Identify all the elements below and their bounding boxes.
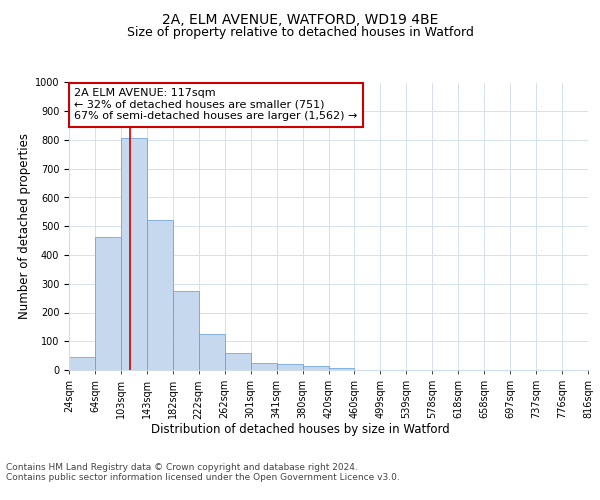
Y-axis label: Number of detached properties: Number of detached properties: [17, 133, 31, 320]
Bar: [329, 368, 355, 370]
Text: Distribution of detached houses by size in Watford: Distribution of detached houses by size …: [151, 422, 449, 436]
Text: Contains HM Land Registry data © Crown copyright and database right 2024.
Contai: Contains HM Land Registry data © Crown c…: [6, 462, 400, 482]
Bar: [277, 364, 302, 370]
Text: Size of property relative to detached houses in Watford: Size of property relative to detached ho…: [127, 26, 473, 39]
Bar: [225, 353, 251, 370]
Text: 2A, ELM AVENUE, WATFORD, WD19 4BE: 2A, ELM AVENUE, WATFORD, WD19 4BE: [162, 12, 438, 26]
Bar: [69, 357, 95, 370]
Bar: [173, 291, 199, 370]
Bar: [302, 366, 329, 370]
Bar: [147, 220, 173, 370]
Bar: [251, 363, 277, 370]
Text: 2A ELM AVENUE: 117sqm
← 32% of detached houses are smaller (751)
67% of semi-det: 2A ELM AVENUE: 117sqm ← 32% of detached …: [74, 88, 358, 122]
Bar: [121, 138, 147, 370]
Bar: [95, 237, 121, 370]
Bar: [199, 334, 224, 370]
